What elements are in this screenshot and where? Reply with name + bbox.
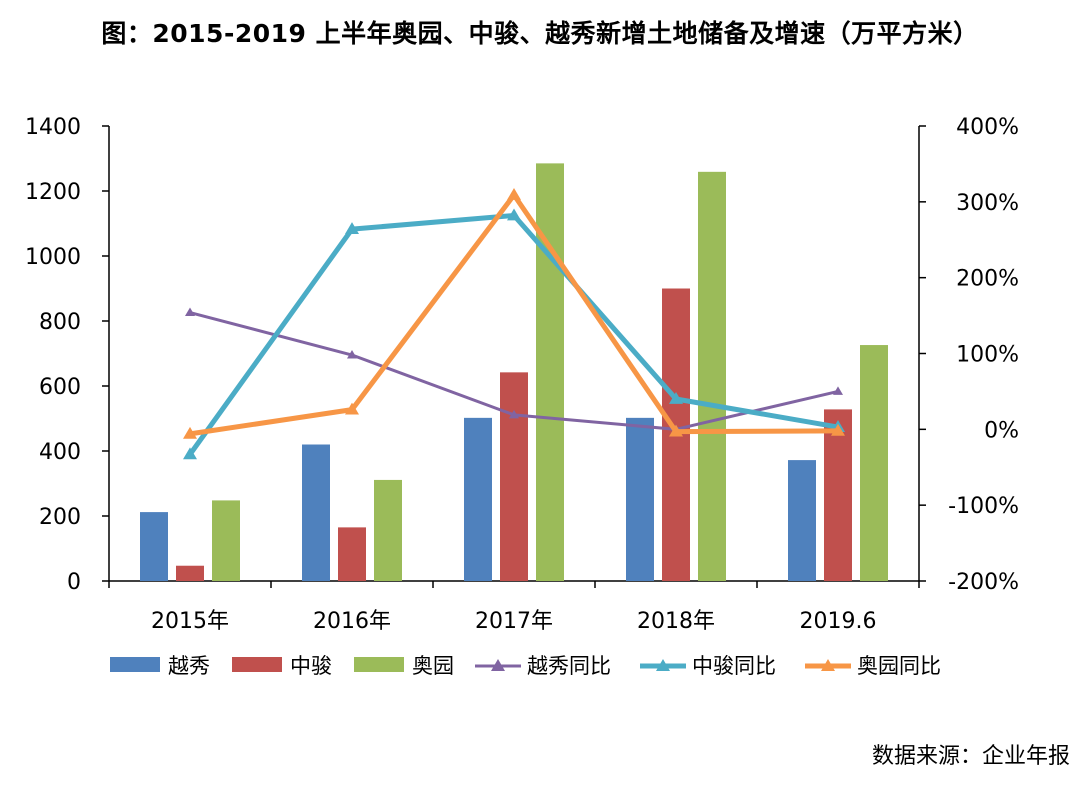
bar-0-2 — [464, 417, 492, 581]
series-point-0-1 — [347, 350, 357, 359]
left-tick-label: 800 — [39, 310, 81, 335]
right-tick-label: 200% — [956, 267, 1019, 292]
left-tick-label: 1400 — [25, 115, 81, 140]
bar-1-2 — [500, 372, 528, 581]
axes: 0 200 400 600 800 1000 1200 1400 -200% -100% 0% 100… — [25, 115, 1019, 595]
left-tick-label: 1200 — [25, 180, 81, 205]
legend-label-4: 中骏同比 — [692, 654, 776, 678]
bar-2-3 — [698, 171, 726, 581]
left-tick-label: 0 — [67, 570, 81, 595]
legend-swatch-1 — [232, 657, 282, 672]
series-point-1-0 — [183, 447, 197, 460]
x-tick-label-1: 2016年 — [313, 609, 391, 634]
bar-0-3 — [626, 417, 654, 581]
bar-1-0 — [176, 565, 204, 581]
series-point-2-2 — [507, 188, 521, 200]
legend-marker-3 — [491, 659, 505, 671]
bar-1-1 — [338, 527, 366, 581]
x-tick-label-0: 2015年 — [151, 609, 229, 634]
right-tick-label: 0% — [984, 418, 1019, 443]
x-tick-labels: 2015年 2016年 2017年 2018年 2019.6 — [151, 609, 876, 634]
legend-marker-4 — [656, 659, 670, 671]
series-point-2-3 — [669, 424, 683, 437]
left-tick-label: 600 — [39, 375, 81, 400]
right-tick-label: 400% — [956, 115, 1019, 140]
legend-label-0: 越秀 — [168, 654, 210, 678]
bar-0-4 — [788, 460, 816, 581]
series-point-2-0 — [183, 426, 197, 439]
bar-2-0 — [212, 500, 240, 581]
series-point-0-2 — [509, 409, 519, 419]
x-tick-label-3: 2018年 — [637, 609, 715, 634]
right-tick-label: 100% — [956, 343, 1019, 368]
bar-2-1 — [374, 479, 402, 581]
series-point-0-4 — [833, 386, 843, 395]
right-tick-label: -100% — [948, 494, 1019, 519]
bars — [140, 163, 888, 581]
right-tick-label: 300% — [956, 191, 1019, 216]
lines — [183, 188, 845, 460]
source-note: 数据来源：企业年报 — [871, 744, 1070, 769]
legend-marker-5 — [821, 659, 835, 671]
legend-swatch-0 — [110, 657, 160, 672]
series-point-2-4 — [831, 423, 845, 436]
legend-swatch-2 — [354, 657, 404, 672]
legend-label-1: 中骏 — [290, 654, 332, 678]
series-point-2-1 — [345, 402, 359, 415]
right-tick-label: -200% — [948, 570, 1019, 595]
left-tick-label: 200 — [39, 505, 81, 530]
chart-title: 图：2015-2019 上半年奥园、中骏、越秀新增土地储备及增速（万平方米） — [101, 19, 979, 48]
bar-0-0 — [140, 512, 168, 581]
legend: 越秀 中骏 奥园 越秀同比 中骏同比 奥园同比 — [110, 654, 941, 678]
bar-2-2 — [536, 163, 564, 581]
left-tick-label: 1000 — [25, 245, 81, 270]
bar-1-4 — [824, 409, 852, 581]
series-point-1-3 — [669, 392, 683, 404]
x-tick-label-2: 2017年 — [475, 609, 553, 634]
left-tick-label: 400 — [39, 440, 81, 465]
legend-label-3: 越秀同比 — [527, 654, 611, 678]
legend-label-5: 奥园同比 — [857, 654, 941, 678]
x-tick-label-4: 2019.6 — [800, 609, 877, 634]
series-point-1-2 — [507, 208, 521, 221]
series-point-0-0 — [185, 307, 195, 317]
series-point-1-1 — [345, 222, 359, 235]
bar-2-4 — [860, 345, 888, 581]
bar-0-1 — [302, 444, 330, 581]
legend-label-2: 奥园 — [412, 654, 454, 678]
